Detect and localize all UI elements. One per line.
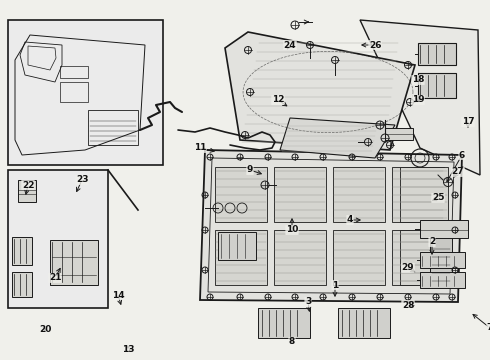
Bar bbox=[8, 20, 163, 165]
Text: 21: 21 bbox=[49, 274, 61, 283]
Bar bbox=[400, 167, 448, 222]
Bar bbox=[12, 272, 32, 297]
Text: 12: 12 bbox=[272, 95, 284, 104]
Text: 25: 25 bbox=[432, 194, 444, 202]
Text: 6: 6 bbox=[459, 150, 465, 159]
Text: 4: 4 bbox=[347, 216, 353, 225]
Text: 27: 27 bbox=[452, 167, 465, 176]
Bar bbox=[215, 167, 267, 222]
Text: 10: 10 bbox=[286, 225, 298, 234]
Text: 9: 9 bbox=[247, 166, 253, 175]
Bar bbox=[400, 230, 448, 285]
Bar bbox=[418, 43, 456, 65]
Bar bbox=[274, 167, 326, 222]
Text: 1: 1 bbox=[332, 280, 338, 289]
Bar bbox=[215, 230, 267, 285]
Bar bbox=[333, 230, 385, 285]
Text: 22: 22 bbox=[22, 180, 34, 189]
Bar bbox=[60, 82, 88, 102]
Bar bbox=[385, 128, 413, 140]
Bar bbox=[274, 230, 326, 285]
Polygon shape bbox=[225, 32, 415, 150]
Text: 23: 23 bbox=[76, 175, 88, 184]
Text: 26: 26 bbox=[369, 40, 381, 49]
Bar bbox=[12, 237, 32, 265]
Text: 20: 20 bbox=[39, 325, 51, 334]
Bar bbox=[258, 308, 310, 338]
Bar bbox=[392, 167, 444, 222]
Polygon shape bbox=[200, 150, 462, 302]
Bar bbox=[8, 170, 108, 308]
Bar bbox=[420, 252, 465, 268]
Text: 19: 19 bbox=[412, 95, 424, 104]
Bar bbox=[418, 73, 456, 98]
Bar bbox=[18, 180, 36, 202]
Bar bbox=[420, 272, 465, 288]
Bar bbox=[60, 66, 88, 78]
Text: 2: 2 bbox=[429, 238, 435, 247]
Text: 7: 7 bbox=[487, 324, 490, 333]
Polygon shape bbox=[280, 118, 395, 158]
Text: 11: 11 bbox=[194, 144, 206, 153]
Text: 28: 28 bbox=[402, 301, 414, 310]
Bar bbox=[420, 220, 468, 238]
Bar bbox=[338, 308, 390, 338]
Text: 3: 3 bbox=[305, 297, 311, 306]
Bar bbox=[430, 235, 452, 285]
Text: 13: 13 bbox=[122, 346, 134, 355]
Text: 14: 14 bbox=[112, 291, 124, 300]
Bar bbox=[333, 167, 385, 222]
Text: 17: 17 bbox=[462, 117, 474, 126]
Bar bbox=[218, 232, 256, 260]
Bar bbox=[392, 230, 444, 285]
Text: 24: 24 bbox=[284, 40, 296, 49]
Bar bbox=[50, 240, 98, 285]
Text: 18: 18 bbox=[412, 76, 424, 85]
Text: 29: 29 bbox=[402, 264, 415, 273]
Bar bbox=[88, 110, 138, 145]
Polygon shape bbox=[360, 20, 480, 175]
Text: 8: 8 bbox=[289, 338, 295, 346]
